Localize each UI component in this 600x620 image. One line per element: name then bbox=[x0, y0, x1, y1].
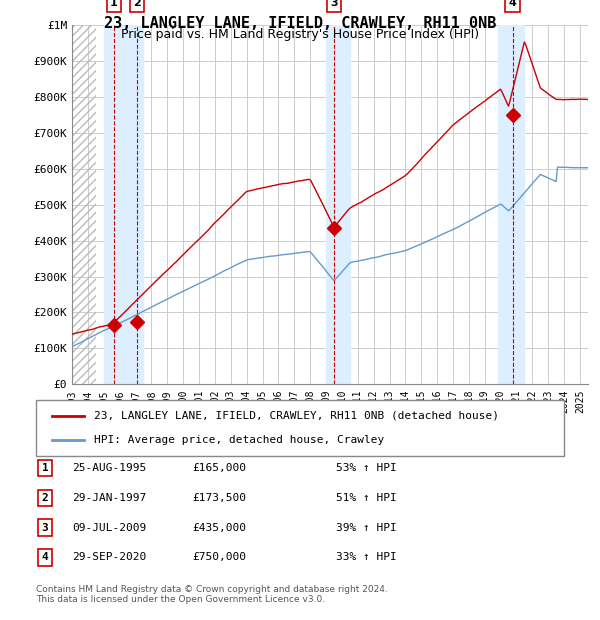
Text: 33% ↑ HPI: 33% ↑ HPI bbox=[336, 552, 397, 562]
Text: 2: 2 bbox=[41, 493, 49, 503]
Text: 53% ↑ HPI: 53% ↑ HPI bbox=[336, 463, 397, 473]
Text: 23, LANGLEY LANE, IFIELD, CRAWLEY, RH11 0NB (detached house): 23, LANGLEY LANE, IFIELD, CRAWLEY, RH11 … bbox=[94, 410, 499, 420]
Text: £750,000: £750,000 bbox=[192, 552, 246, 562]
Text: 4: 4 bbox=[509, 0, 517, 8]
Bar bbox=[72, 25, 96, 384]
Text: 29-SEP-2020: 29-SEP-2020 bbox=[72, 552, 146, 562]
Bar bbox=[326, 25, 350, 384]
Text: 25-AUG-1995: 25-AUG-1995 bbox=[72, 463, 146, 473]
Text: 39% ↑ HPI: 39% ↑ HPI bbox=[336, 523, 397, 533]
Text: HPI: Average price, detached house, Crawley: HPI: Average price, detached house, Craw… bbox=[94, 435, 385, 445]
Text: £165,000: £165,000 bbox=[192, 463, 246, 473]
Text: 4: 4 bbox=[41, 552, 49, 562]
Text: £435,000: £435,000 bbox=[192, 523, 246, 533]
Text: 51% ↑ HPI: 51% ↑ HPI bbox=[336, 493, 397, 503]
Text: 1: 1 bbox=[41, 463, 49, 473]
Text: Contains HM Land Registry data © Crown copyright and database right 2024.
This d: Contains HM Land Registry data © Crown c… bbox=[36, 585, 388, 604]
Text: 29-JAN-1997: 29-JAN-1997 bbox=[72, 493, 146, 503]
Text: 3: 3 bbox=[331, 0, 338, 8]
Text: Price paid vs. HM Land Registry's House Price Index (HPI): Price paid vs. HM Land Registry's House … bbox=[121, 28, 479, 41]
Text: 09-JUL-2009: 09-JUL-2009 bbox=[72, 523, 146, 533]
Text: 23, LANGLEY LANE, IFIELD, CRAWLEY, RH11 0NB: 23, LANGLEY LANE, IFIELD, CRAWLEY, RH11 … bbox=[104, 16, 496, 30]
Bar bbox=[497, 25, 524, 384]
Text: £173,500: £173,500 bbox=[192, 493, 246, 503]
Text: 2: 2 bbox=[133, 0, 140, 8]
FancyBboxPatch shape bbox=[36, 400, 564, 456]
Text: 3: 3 bbox=[41, 523, 49, 533]
Bar bbox=[104, 25, 143, 384]
Bar bbox=[72, 25, 96, 384]
Text: 1: 1 bbox=[110, 0, 118, 8]
